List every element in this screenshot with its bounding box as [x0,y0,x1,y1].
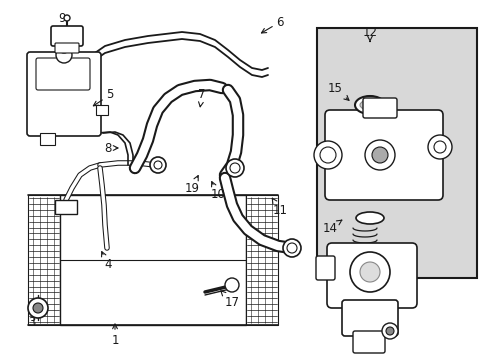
FancyBboxPatch shape [325,110,442,200]
Text: 6: 6 [261,15,283,33]
Circle shape [349,252,389,292]
Text: 11: 11 [272,198,287,216]
Text: 17: 17 [221,291,239,309]
Text: 8: 8 [104,141,118,154]
Circle shape [64,15,70,21]
Circle shape [33,303,43,313]
Circle shape [381,323,397,339]
FancyBboxPatch shape [352,331,384,353]
Bar [245,195,278,325]
Circle shape [28,298,48,318]
Text: 1: 1 [111,324,119,346]
FancyBboxPatch shape [51,26,83,46]
Text: 7: 7 [198,89,205,107]
Circle shape [286,243,296,253]
Text: 18: 18 [361,318,382,334]
Circle shape [385,327,393,335]
FancyBboxPatch shape [326,243,416,308]
Circle shape [427,135,451,159]
FancyBboxPatch shape [27,52,101,136]
FancyBboxPatch shape [362,98,396,118]
Text: 13: 13 [330,257,346,274]
Text: 14: 14 [322,220,341,234]
Bar [55,200,77,214]
Bar [60,195,245,325]
Circle shape [229,163,240,173]
Circle shape [433,141,445,153]
Text: 10: 10 [210,182,225,202]
Bar [40,133,55,145]
Text: 4: 4 [102,252,112,271]
Circle shape [58,41,70,53]
Circle shape [56,47,72,63]
Text: 16: 16 [364,286,379,305]
Text: 5: 5 [93,89,113,106]
Text: 15: 15 [327,81,348,100]
Bar [28,195,60,325]
Text: 12: 12 [362,26,377,41]
Ellipse shape [359,100,379,110]
Text: 2: 2 [54,201,76,213]
Circle shape [319,147,335,163]
Text: 19: 19 [184,176,199,194]
FancyBboxPatch shape [315,256,334,280]
Bar [96,105,108,115]
Text: 9: 9 [58,12,65,36]
FancyBboxPatch shape [55,43,79,53]
Circle shape [371,147,387,163]
Circle shape [225,159,244,177]
Circle shape [283,239,301,257]
Circle shape [224,278,239,292]
Text: 3: 3 [28,309,37,328]
FancyBboxPatch shape [36,58,90,90]
FancyBboxPatch shape [341,300,397,336]
Bar [316,28,476,278]
Circle shape [150,157,165,173]
Ellipse shape [354,96,384,114]
Circle shape [313,141,341,169]
Circle shape [154,161,162,169]
Circle shape [364,140,394,170]
Circle shape [359,262,379,282]
Ellipse shape [355,212,383,224]
